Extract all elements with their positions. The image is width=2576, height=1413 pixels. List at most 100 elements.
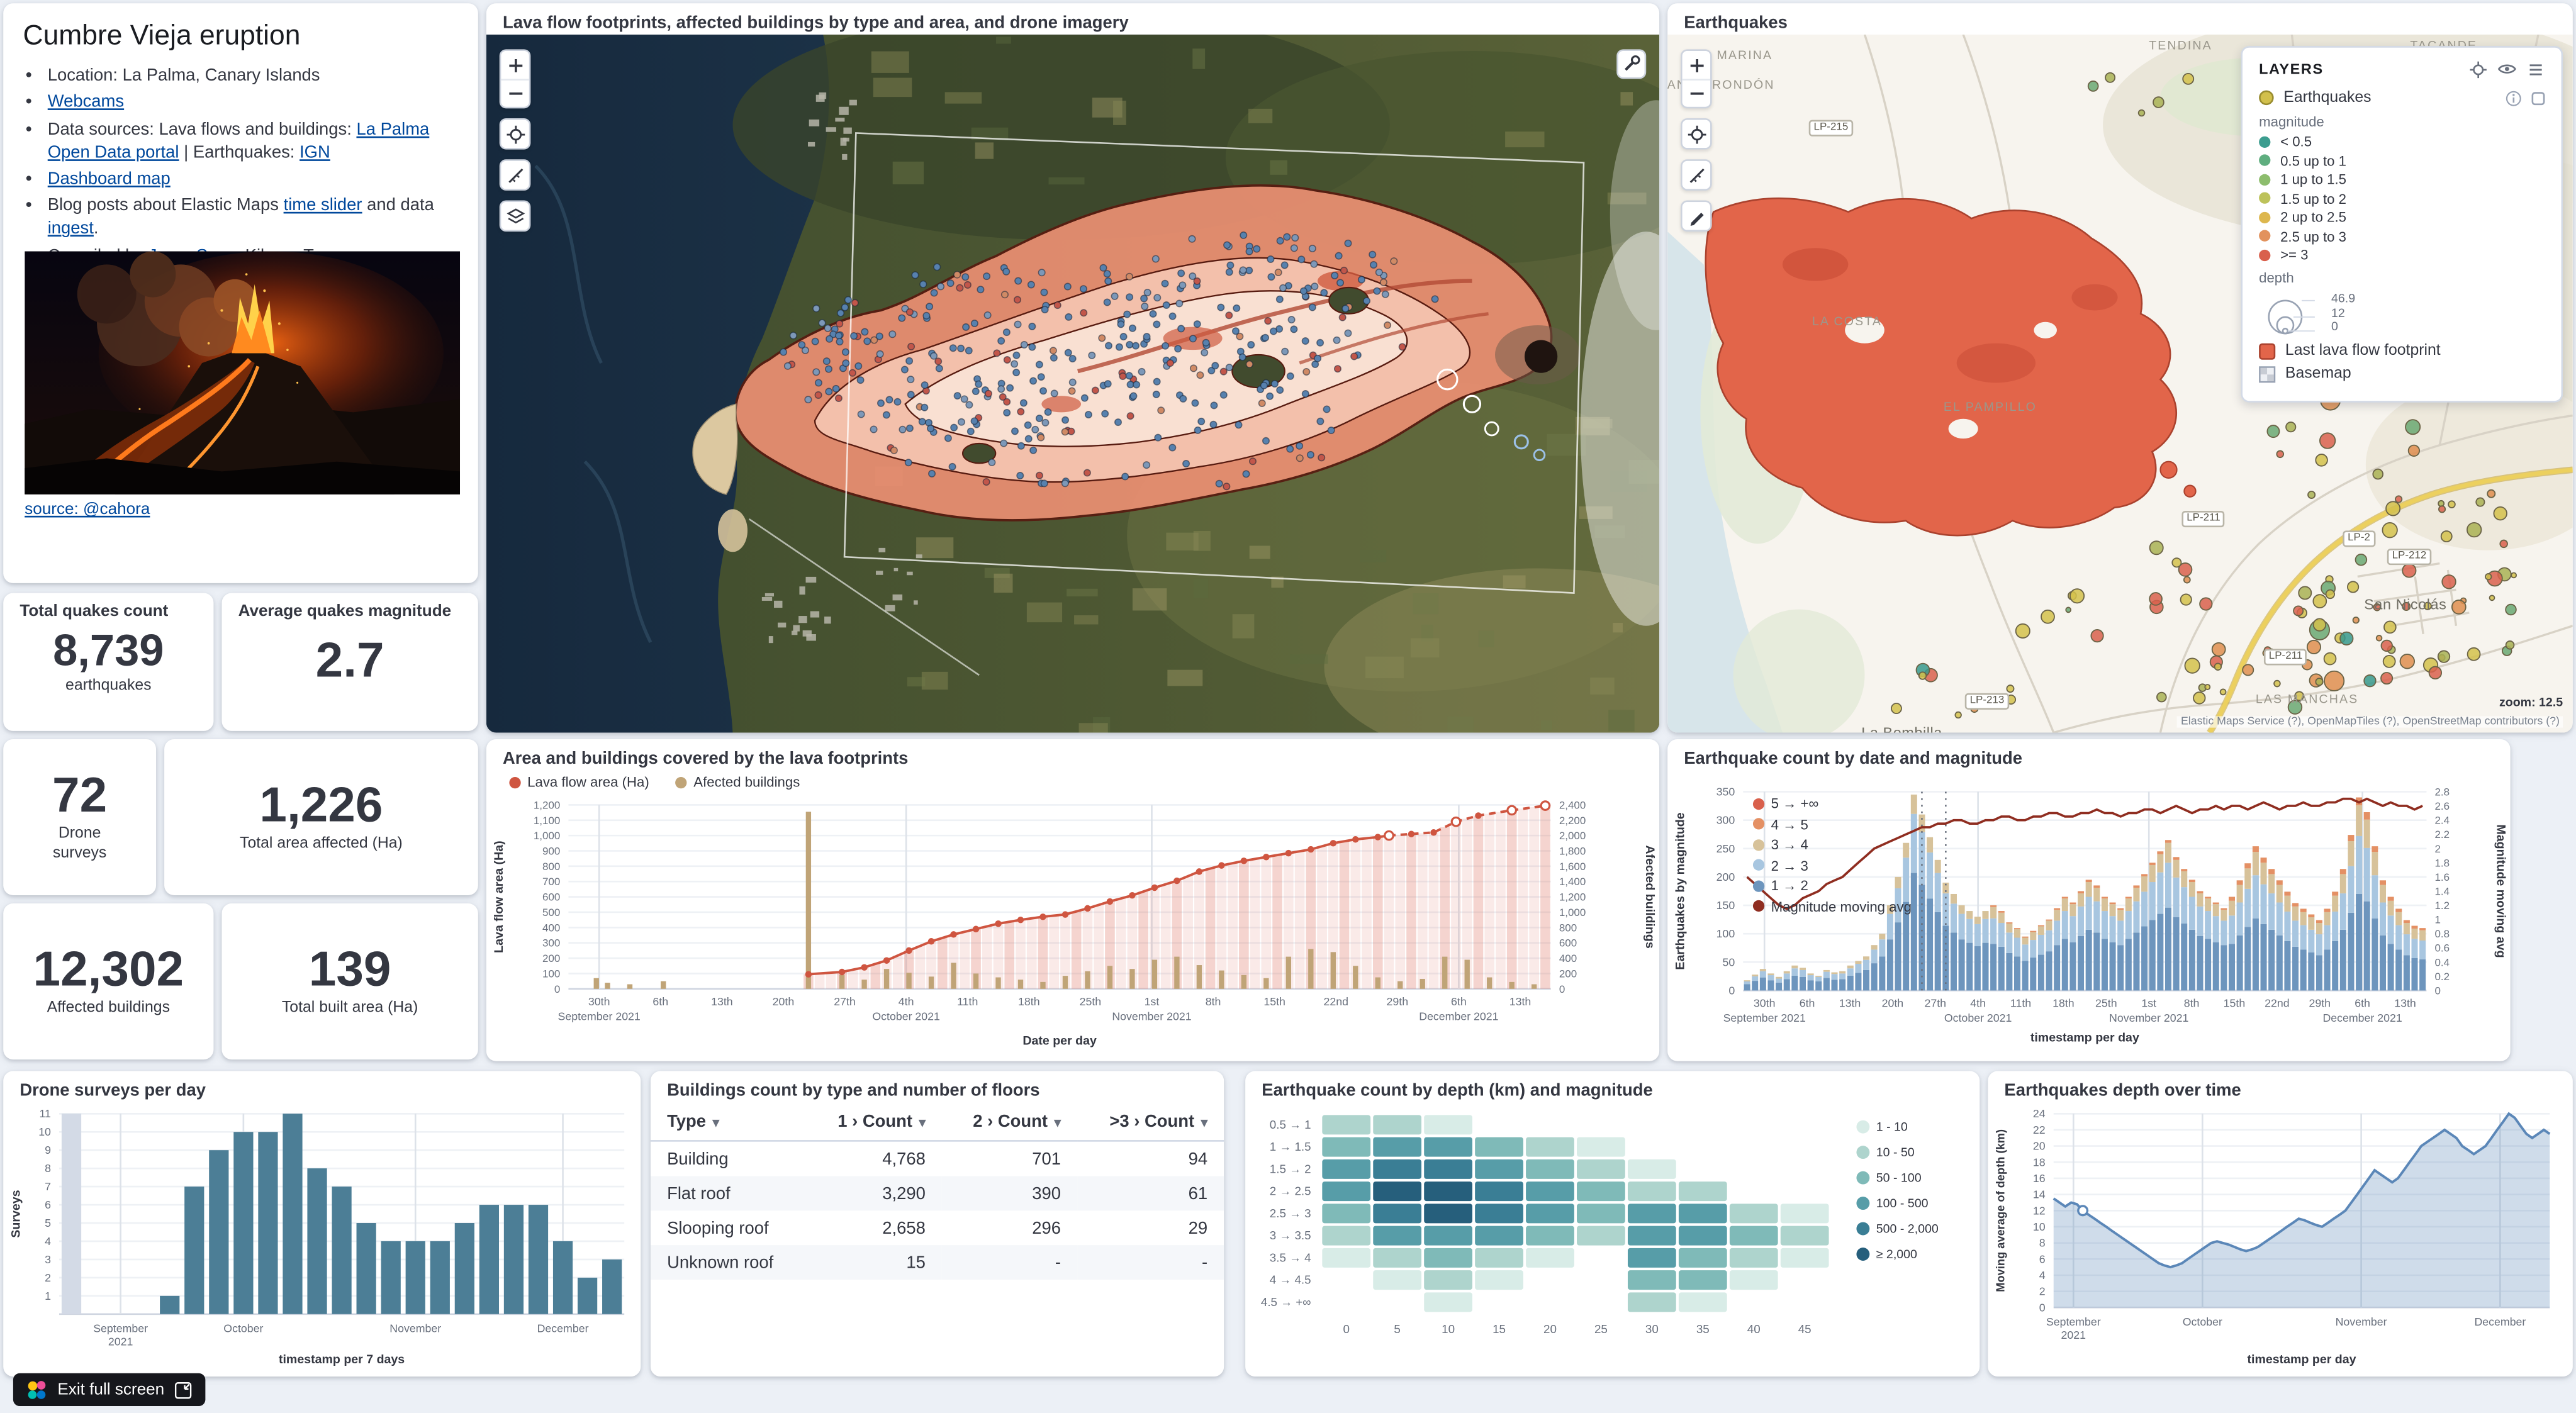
metric-label: Drone surveys [52,825,107,863]
map-place-label: San Nicolás [2364,596,2447,613]
crosshair-icon [506,125,524,143]
table-row[interactable]: Flat roof 3,290 390 61 [650,1176,1224,1211]
svg-text:8th: 8th [2184,997,2200,1010]
svg-text:30: 30 [1645,1322,1659,1336]
svg-text:timestamp per day: timestamp per day [2248,1353,2356,1366]
legend-item[interactable]: 3 → 4 [1752,836,1912,852]
legend-item[interactable]: 4 → 5 [1752,815,1912,832]
legend-item[interactable]: Afected buildings [675,774,800,790]
svg-text:1,100: 1,100 [534,815,560,827]
svg-text:1.5 → 2: 1.5 → 2 [1270,1162,1311,1175]
svg-text:December: December [2474,1315,2526,1328]
table-cell: - [1055,1252,1061,1273]
magnitude-label: 1.5 up to 2 [2280,189,2346,206]
table-header[interactable]: 1 › Count ▾ [807,1103,943,1142]
map-attribution[interactable]: Elastic Maps Service (?), OpenMapTiles (… [2177,716,2563,728]
svg-text:20: 20 [1543,1322,1557,1336]
table-row[interactable]: Unknown roof 15 - - [650,1245,1224,1280]
intro-link[interactable]: Webcams [47,92,125,113]
zoom-out-button[interactable] [501,79,529,107]
info-icon[interactable] [2506,89,2522,106]
svg-text:6th: 6th [2355,997,2370,1010]
magnitude-swatch [2259,135,2271,147]
svg-text:10: 10 [2033,1220,2046,1233]
menu-icon[interactable] [2527,60,2545,78]
heatmap-panel: Earthquake count by depth (km) and magni… [1245,1071,1980,1377]
zoom-in-button[interactable] [501,50,529,79]
intro-bullet: Location: La Palma, Canary Islands [48,65,459,88]
chevron-down-icon: ▾ [1201,1115,1208,1131]
drone-chart-panel: Drone surveys per day 1 2 3 4 5 6 7 8 9 10 11 Septe… [3,1071,641,1377]
svg-text:0: 0 [2039,1301,2046,1314]
fit-to-data-button[interactable] [501,120,529,148]
quake-chart-panel: Earthquake count by date and magnitude 5… [1667,739,2511,1061]
table-header[interactable]: Type ▾ [650,1103,807,1142]
layer-item-basemap[interactable]: Basemap [2259,365,2545,383]
intro-link[interactable]: IGN [300,142,330,162]
svg-text:3 → 3.5: 3 → 3.5 [1270,1229,1311,1242]
svg-text:0: 0 [554,983,560,995]
svg-text:3.5 → 4: 3.5 → 4 [1270,1251,1311,1264]
intro-text: . [93,218,99,239]
layers-title: LAYERS [2259,60,2324,77]
quake-map-canvas[interactable]: MARINA SAN BORONDÓN TENDINA TACANDE LA COSTA… [1667,34,2573,733]
depth-chart: 024681012141618202224September2021Octobe… [1993,1107,2551,1366]
locate-icon[interactable] [2469,60,2487,78]
layers-button[interactable] [501,202,529,230]
svg-text:45: 45 [1798,1322,1812,1336]
legend-swatch [1752,818,1765,830]
road-badge: LP-213 [1964,693,2010,710]
metric-total-quakes: Total quakes count 8,739 earthquakes [3,593,214,731]
svg-text:November 2021: November 2021 [1112,1010,1191,1022]
intro-link[interactable]: ingest [47,218,94,239]
checkbox[interactable] [2531,91,2545,104]
measure-button[interactable] [1682,160,1711,189]
metric-label: Affected buildings [47,999,170,1018]
svg-text:250: 250 [1716,842,1735,855]
exit-fullscreen-button[interactable]: Exit full screen [13,1373,206,1407]
eye-icon[interactable] [2497,59,2517,79]
zoom-out-button[interactable] [1682,79,1711,107]
metric-total-area: 1,226 Total area affected (Ha) [164,739,478,895]
panel-title: Earthquake count by date and magnitude [1684,749,2023,769]
intro-link[interactable]: La Palma Open Data portal [47,119,430,162]
legend-item[interactable]: Magnitude moving avg [1752,898,1912,914]
metric-affected-buildings: 12,302 Affected buildings [3,903,214,1060]
table-cell: 296 [1032,1218,1061,1238]
chart-legend: Lava flow area (Ha) Afected buildings [509,774,800,790]
svg-text:2,400: 2,400 [1559,799,1586,811]
zoom-in-button[interactable] [1682,50,1711,79]
svg-text:2,000: 2,000 [1559,830,1586,842]
legend-item[interactable]: 2 → 3 [1752,857,1912,873]
fit-to-data-button[interactable] [1682,120,1711,148]
measure-button[interactable] [501,160,529,189]
map-tools-button[interactable] [1616,49,1647,79]
intro-bullet: Webcams [48,92,459,115]
layer-item-earthquakes[interactable]: Earthquakes [2259,89,2545,107]
intro-link[interactable]: time slider [283,196,362,216]
depth-size-legend: 46.9 12 0 [2259,289,2545,335]
legend-item[interactable]: 1 → 2 [1752,877,1912,893]
photo-source-link[interactable]: source: @cahora [25,501,150,520]
table-header[interactable]: 2 › Count ▾ [942,1103,1078,1142]
table-row[interactable]: Building 4,768 701 94 [651,1141,1224,1176]
table-header[interactable]: >3 › Count ▾ [1077,1103,1224,1142]
draw-button[interactable] [1682,202,1711,230]
svg-text:0: 0 [2435,985,2441,997]
lava-map-canvas[interactable] [486,34,1660,733]
legend-item[interactable]: 5 → +∞ [1752,795,1912,812]
map-place-label: EL PAMPILLO [1943,399,2037,414]
svg-text:≥ 2,000: ≥ 2,000 [1876,1248,1917,1261]
legend-item[interactable]: Lava flow area (Ha) [509,774,649,790]
magnitude-class: 1 up to 1.5 [2259,171,2545,187]
metric-sublabel: earthquakes [65,677,152,696]
intro-text: Blog posts about Elastic Maps [47,196,284,216]
basemap-grid-icon [2259,365,2276,383]
svg-text:September 2021: September 2021 [1723,1012,1806,1024]
magnitude-legend-label: magnitude [2259,113,2324,130]
intro-link[interactable]: Dashboard map [47,169,171,189]
table-row[interactable]: Slooping roof 2,658 296 29 [651,1210,1224,1245]
svg-text:Afected buildings: Afected buildings [1643,845,1657,948]
legend-swatch [1752,838,1765,851]
layer-item-lava-footprint[interactable]: Last lava flow footprint [2259,342,2545,360]
